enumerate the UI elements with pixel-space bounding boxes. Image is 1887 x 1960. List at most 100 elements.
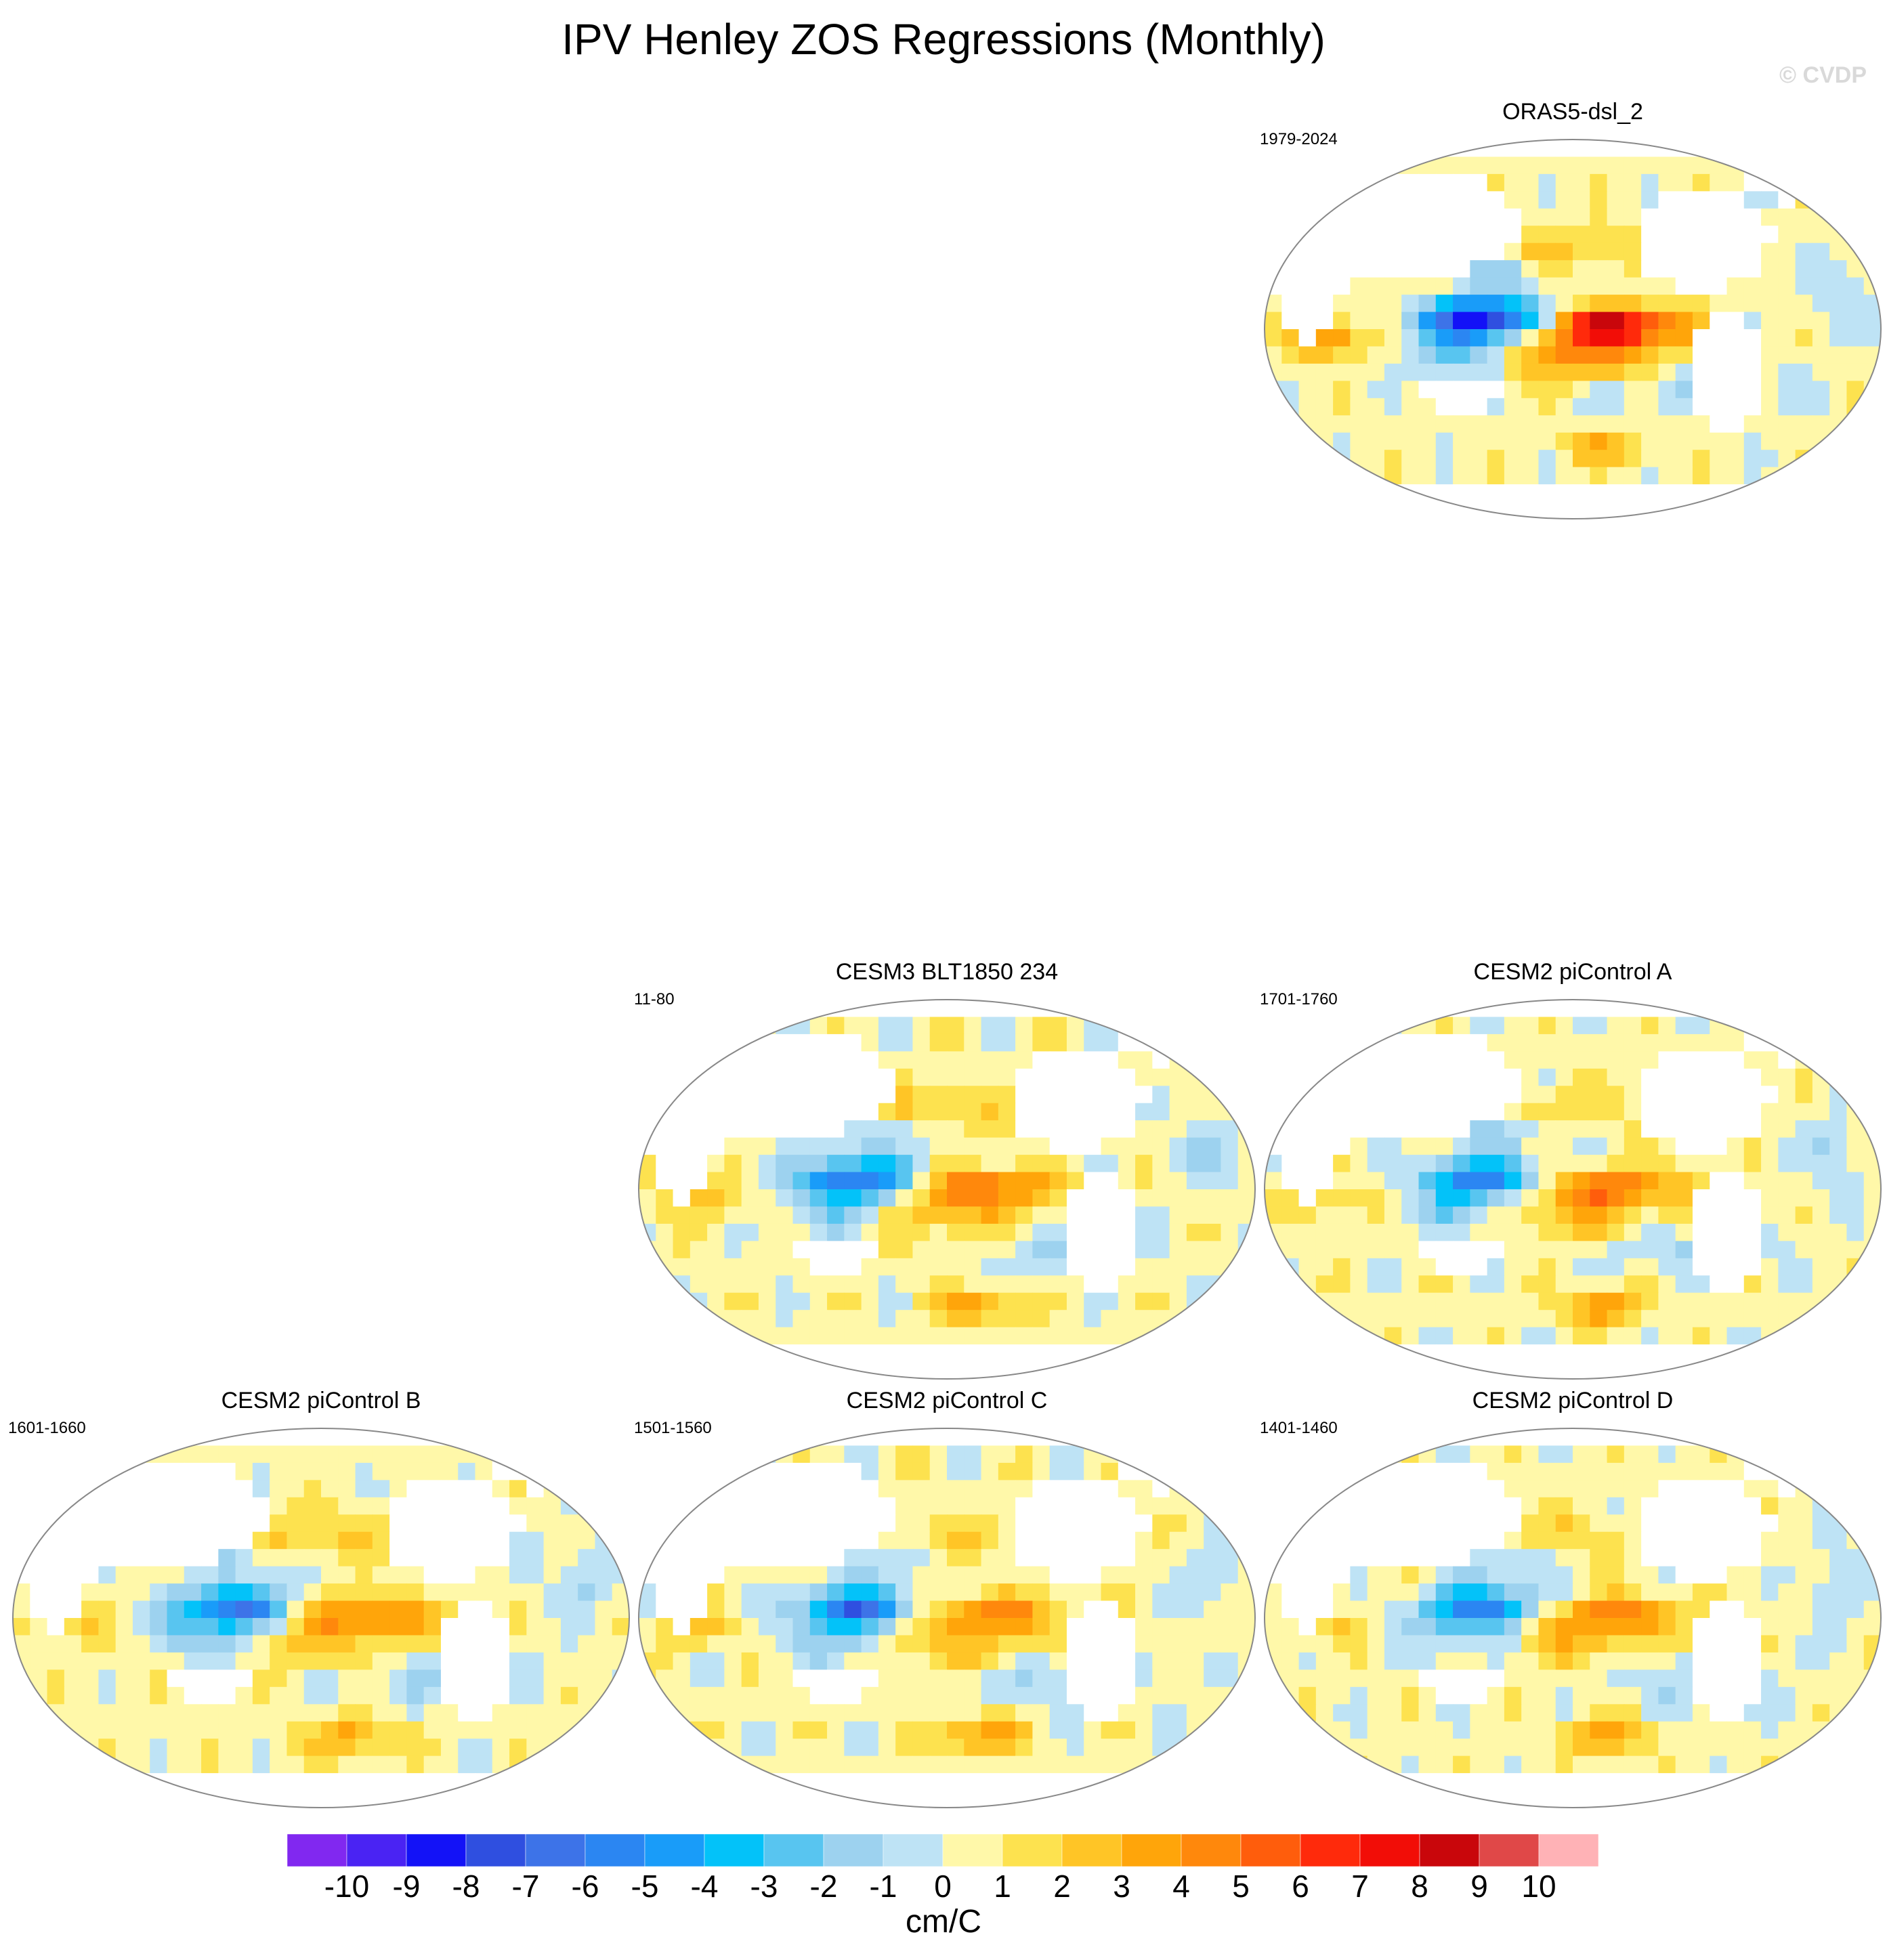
map-cell <box>981 1051 999 1069</box>
map-cell <box>1641 1103 1659 1121</box>
map-cell <box>792 1034 811 1052</box>
map-cell <box>1237 1600 1255 1619</box>
map-cell <box>1265 1051 1282 1069</box>
map-cell <box>458 1704 476 1722</box>
map-cell <box>1555 1155 1573 1173</box>
map-cell <box>1186 1206 1204 1224</box>
map-cell <box>1590 1566 1608 1584</box>
map-cell <box>1726 1292 1745 1311</box>
map-cell <box>1169 1258 1187 1276</box>
map-cell <box>509 1635 527 1653</box>
map-cell <box>1846 140 1865 158</box>
map-cell <box>1743 191 1762 209</box>
map-cell <box>861 1155 879 1173</box>
map-cell <box>1675 1137 1693 1155</box>
map-cell <box>639 1120 656 1138</box>
map-cell <box>1152 1652 1170 1670</box>
map-cell <box>1169 1428 1187 1447</box>
map-cell <box>1453 1344 1470 1363</box>
map-cell <box>132 1790 150 1808</box>
map-cell <box>1590 1137 1608 1155</box>
map-cell <box>1846 1361 1865 1379</box>
map-cell <box>1066 1361 1084 1379</box>
map-cell <box>912 1034 931 1052</box>
map-cell <box>1204 1428 1222 1447</box>
map-cell <box>878 1172 896 1190</box>
map-cell <box>1538 1618 1556 1636</box>
map-cell <box>1521 1241 1540 1259</box>
map-cell <box>1084 1103 1102 1121</box>
map-cell <box>115 1739 133 1757</box>
map-cell <box>1658 1635 1676 1653</box>
map-cell <box>389 1514 407 1533</box>
map-cell <box>1573 415 1590 433</box>
map-cell <box>1435 1275 1454 1294</box>
map-cell <box>1555 1428 1573 1447</box>
map-cell <box>270 1669 288 1688</box>
map-cell <box>861 1172 879 1190</box>
map-cell <box>1812 1327 1830 1345</box>
map-cell <box>878 1034 896 1052</box>
map-cell <box>1675 1652 1693 1670</box>
map-cell <box>47 1773 65 1791</box>
map-cell <box>776 1790 794 1808</box>
map-cell <box>998 1172 1016 1190</box>
map-cell <box>1863 226 1881 244</box>
map-cell <box>1795 1344 1813 1363</box>
map-cell <box>1333 1000 1351 1018</box>
map-cell <box>1315 1531 1334 1550</box>
map-cell <box>656 1292 674 1311</box>
map-cell <box>1333 1206 1351 1224</box>
map-cell <box>1186 1275 1204 1294</box>
map-cell <box>543 1462 561 1480</box>
map-cell <box>827 1531 845 1550</box>
map-cell <box>98 1790 116 1808</box>
map-cell <box>981 1514 999 1533</box>
map-cell <box>809 1258 828 1276</box>
map-cell <box>1538 1600 1556 1619</box>
map-cell <box>475 1721 493 1739</box>
map-cell <box>1221 1137 1239 1155</box>
map-cell <box>1204 1068 1222 1086</box>
map-cell <box>1298 363 1317 381</box>
map-cell <box>167 1480 185 1498</box>
map-cell <box>1221 1445 1239 1464</box>
map-cell <box>1186 1258 1204 1276</box>
map-cell <box>690 1206 708 1224</box>
map-cell <box>861 1223 879 1241</box>
map-cell <box>981 1258 999 1276</box>
map-cell <box>1726 1428 1745 1447</box>
map-cell <box>132 1739 150 1757</box>
map-cell <box>1761 1103 1779 1121</box>
map-cell <box>707 1721 725 1739</box>
map-cell <box>1590 1051 1608 1069</box>
map-cell <box>1367 295 1385 313</box>
map-cell <box>30 1721 48 1739</box>
map-cell <box>690 1051 708 1069</box>
map-cell <box>1812 1275 1830 1294</box>
map-cell <box>776 1462 794 1480</box>
map-cell <box>1298 1635 1317 1653</box>
map-cell <box>1607 1669 1625 1688</box>
map-cell <box>1641 1618 1659 1636</box>
map-cell <box>1521 1755 1540 1774</box>
map-cell <box>612 1514 629 1533</box>
map-cell <box>758 1566 776 1584</box>
map-cell <box>355 1635 373 1653</box>
map-cell <box>64 1773 82 1791</box>
map-cell <box>1487 1137 1505 1155</box>
colorbar-tick-label: 6 <box>1292 1869 1309 1904</box>
map-cell <box>673 1189 691 1208</box>
map-cell <box>1487 1034 1505 1052</box>
map-cell <box>1221 1773 1239 1791</box>
map-cell <box>758 1462 776 1480</box>
map-cell <box>235 1669 253 1688</box>
map-cell <box>827 1600 845 1619</box>
map-cell <box>707 1275 725 1294</box>
map-cell <box>878 1223 896 1241</box>
map-cell <box>1265 450 1282 468</box>
map-cell <box>1401 1790 1420 1808</box>
map-cell <box>1487 1344 1505 1363</box>
map-cell <box>1778 1189 1796 1208</box>
map-cell <box>1795 260 1813 278</box>
